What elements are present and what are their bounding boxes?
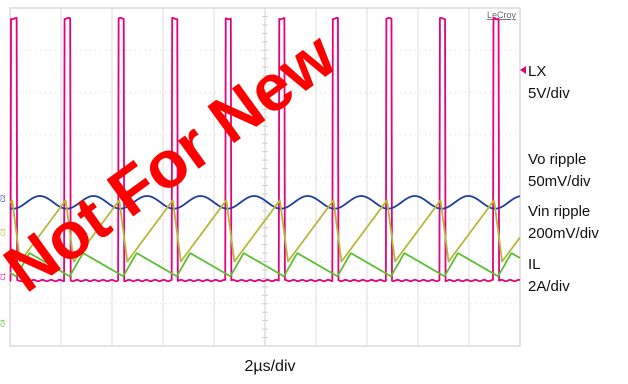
ground-marker-c4: C4 bbox=[1, 319, 7, 327]
series-scale-vin-ripple: 200mV/div bbox=[528, 225, 599, 242]
series-scale-lx: 5V/div bbox=[528, 85, 570, 102]
trace-vin-ripple bbox=[9, 199, 521, 263]
series-label-lx: LX bbox=[528, 63, 547, 80]
series-scale-il: 2A/div bbox=[528, 278, 570, 295]
series-scale-vo-ripple: 50mV/div bbox=[528, 173, 591, 190]
trigger-marker bbox=[520, 66, 526, 74]
ground-marker-c2: C2 bbox=[1, 194, 7, 202]
x-axis-label: 2µs/div bbox=[244, 358, 296, 375]
series-label-il: IL bbox=[528, 256, 541, 273]
grid bbox=[10, 7, 520, 347]
traces bbox=[9, 17, 521, 283]
brand-label: LeCroy bbox=[487, 10, 517, 20]
ground-marker-c1: C1 bbox=[1, 272, 7, 280]
trace-lx bbox=[9, 17, 521, 283]
trace-il bbox=[9, 252, 521, 278]
ground-marker-c3: C3 bbox=[1, 228, 7, 236]
ground-markers: C1 C2 C3 C4 bbox=[1, 194, 7, 327]
series-label-vin-ripple: Vin ripple bbox=[528, 203, 591, 220]
series-label-vo-ripple: Vo ripple bbox=[528, 151, 587, 168]
